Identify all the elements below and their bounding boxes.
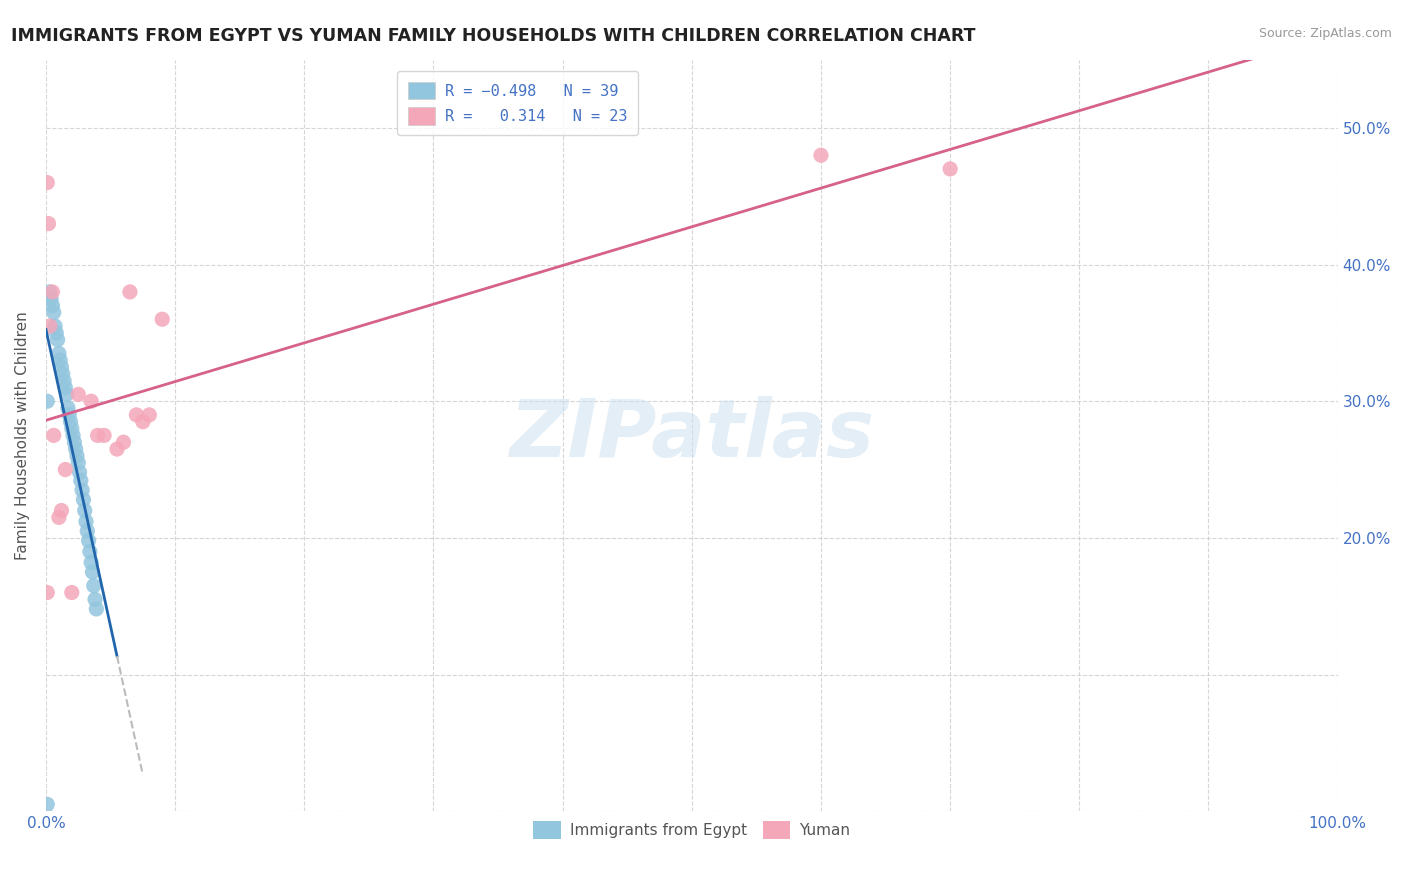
Point <box>63 435 86 450</box>
Point <box>49 353 72 368</box>
Point <box>38 285 60 299</box>
Point <box>69 465 91 479</box>
Legend: Immigrants from Egypt, Yuman: Immigrants from Egypt, Yuman <box>527 815 856 845</box>
Point <box>76 524 98 538</box>
Point <box>48 510 70 524</box>
Point <box>83 579 105 593</box>
Text: Source: ZipAtlas.com: Source: ZipAtlas.com <box>1258 27 1392 40</box>
Point <box>60 421 83 435</box>
Point <box>125 408 148 422</box>
Point <box>60 585 83 599</box>
Point <box>38 217 60 231</box>
Point <box>150 312 173 326</box>
Point <box>42 428 65 442</box>
Point <box>37 585 59 599</box>
Point <box>66 449 89 463</box>
Point <box>86 428 108 442</box>
Point <box>72 492 94 507</box>
Point <box>53 462 76 476</box>
Point <box>42 305 65 319</box>
Point <box>77 533 100 548</box>
Point <box>37 797 59 812</box>
Point <box>67 456 90 470</box>
Point <box>46 333 69 347</box>
Point <box>56 401 79 415</box>
Point <box>41 285 63 299</box>
Point <box>39 292 62 306</box>
Point <box>53 380 76 394</box>
Point <box>51 360 73 375</box>
Point <box>53 374 76 388</box>
Point <box>48 346 70 360</box>
Point <box>51 503 73 517</box>
Point <box>41 299 63 313</box>
Point <box>84 592 107 607</box>
Point <box>939 161 962 176</box>
Point <box>62 428 84 442</box>
Point <box>45 326 67 340</box>
Text: IMMIGRANTS FROM EGYPT VS YUMAN FAMILY HOUSEHOLDS WITH CHILDREN CORRELATION CHART: IMMIGRANTS FROM EGYPT VS YUMAN FAMILY HO… <box>11 27 976 45</box>
Point <box>38 319 60 334</box>
Point <box>80 394 103 409</box>
Point <box>44 319 66 334</box>
Text: ZIPatlas: ZIPatlas <box>509 396 875 475</box>
Point <box>80 556 103 570</box>
Point <box>75 515 97 529</box>
Point <box>810 148 832 162</box>
Point <box>59 415 82 429</box>
Point <box>82 565 104 579</box>
Point <box>93 428 115 442</box>
Point <box>138 408 160 422</box>
Point <box>118 285 141 299</box>
Point <box>58 408 80 422</box>
Point <box>70 474 93 488</box>
Point <box>105 442 128 456</box>
Point <box>132 415 155 429</box>
Point <box>112 435 135 450</box>
Point <box>55 387 77 401</box>
Point <box>65 442 87 456</box>
Point <box>70 483 93 497</box>
Y-axis label: Family Households with Children: Family Households with Children <box>15 311 30 560</box>
Point <box>52 367 75 381</box>
Point <box>86 602 108 616</box>
Point <box>79 544 101 558</box>
Point <box>37 394 59 409</box>
Point <box>73 503 96 517</box>
Point <box>67 387 90 401</box>
Point <box>37 176 59 190</box>
